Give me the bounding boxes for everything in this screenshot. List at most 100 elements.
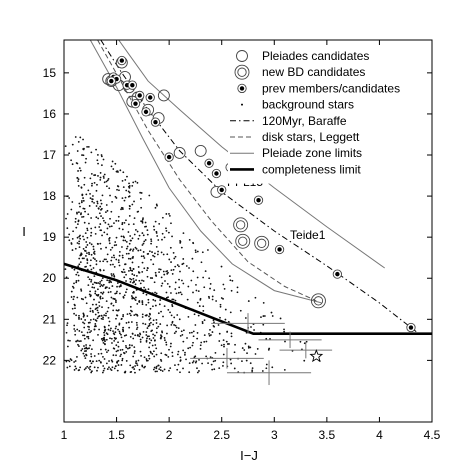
background-star (165, 291, 168, 294)
background-star (194, 361, 197, 364)
background-star (106, 209, 109, 212)
background-star (79, 340, 82, 342)
background-star (112, 354, 115, 357)
background-star (152, 225, 155, 228)
background-star (204, 270, 207, 273)
background-star (100, 229, 103, 232)
background-star (211, 331, 214, 333)
background-star (93, 286, 96, 289)
background-star (161, 330, 163, 333)
background-star (158, 271, 160, 274)
background-star (169, 246, 172, 249)
background-star (212, 324, 215, 327)
background-star (134, 365, 137, 367)
legend-item: 120Myr, Baraffe (230, 114, 347, 128)
background-star (99, 285, 102, 288)
background-star (78, 242, 80, 245)
background-star (122, 268, 125, 271)
background-star (130, 309, 132, 312)
background-star (83, 368, 86, 371)
background-star (109, 368, 112, 370)
background-star (98, 226, 101, 228)
background-star (207, 249, 209, 251)
background-star (70, 242, 73, 244)
background-star (116, 285, 118, 288)
background-star (75, 226, 78, 229)
background-star (192, 360, 195, 363)
background-star (137, 249, 140, 252)
background-star (173, 324, 175, 326)
background-star (254, 353, 257, 355)
background-star (132, 181, 135, 184)
background-star (145, 304, 148, 306)
background-star (253, 329, 255, 331)
background-star (247, 300, 250, 302)
background-star (95, 148, 97, 151)
background-star (170, 292, 172, 294)
background-star (146, 335, 149, 338)
background-star (218, 367, 221, 370)
background-star (121, 246, 123, 248)
background-star (108, 239, 111, 242)
background-star (123, 351, 125, 354)
line-thin-gray (118, 40, 385, 269)
error-bar (226, 360, 312, 386)
background-star (135, 279, 137, 282)
background-star (90, 362, 93, 365)
background-star (113, 339, 116, 342)
background-star (142, 322, 144, 325)
background-star (95, 260, 98, 262)
background-star (116, 290, 118, 293)
background-star (96, 200, 99, 203)
background-star (80, 201, 83, 204)
background-star (150, 238, 153, 241)
background-star (192, 242, 195, 245)
background-star (100, 202, 103, 205)
background-star (176, 264, 179, 266)
background-star (109, 290, 112, 293)
background-star (134, 283, 137, 286)
background-star (87, 325, 89, 328)
background-star (165, 270, 168, 273)
legend-item: Pleiade zone limits (230, 146, 362, 160)
background-star (188, 267, 190, 269)
background-star (260, 316, 262, 319)
background-star (220, 344, 223, 347)
background-star (303, 359, 306, 362)
background-star (152, 333, 154, 336)
background-star (145, 358, 148, 360)
background-star (212, 360, 215, 363)
background-star (106, 179, 109, 182)
background-star (125, 291, 127, 294)
background-star (109, 329, 112, 332)
background-star (142, 280, 145, 282)
background-star (109, 217, 111, 220)
background-star (155, 327, 158, 330)
background-star (265, 337, 268, 340)
point-dot-in-circle-dot (277, 247, 282, 252)
background-star (157, 239, 160, 241)
background-star (93, 174, 96, 177)
background-star (152, 350, 155, 353)
background-star (108, 366, 110, 369)
background-star (121, 254, 124, 257)
background-star (133, 368, 136, 370)
background-star (121, 256, 124, 259)
background-star (79, 205, 81, 208)
background-star (125, 219, 127, 222)
background-star (76, 242, 79, 244)
background-star (171, 235, 173, 238)
background-star (90, 184, 93, 187)
background-star (105, 286, 108, 289)
background-star (106, 310, 109, 313)
background-star (102, 291, 105, 294)
background-star (172, 251, 175, 254)
background-star (283, 368, 286, 371)
background-star (148, 337, 151, 340)
point-dot-in-circle-dot (214, 171, 219, 176)
background-star (72, 287, 75, 289)
background-star (89, 177, 92, 180)
background-star (146, 327, 149, 329)
background-star (99, 172, 102, 174)
background-star (88, 251, 90, 254)
